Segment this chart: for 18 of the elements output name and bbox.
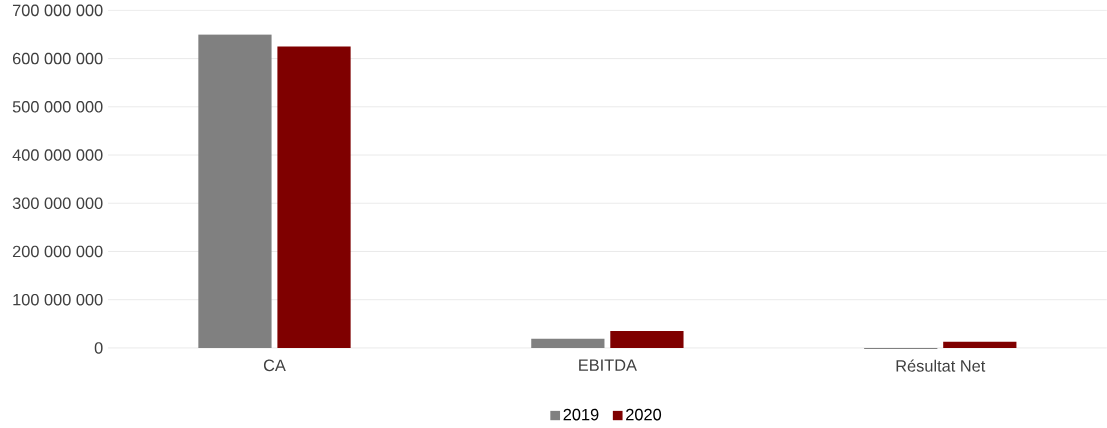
bar (198, 34, 272, 349)
y-tick-label: 700 000 000 (12, 4, 103, 17)
y-tick-label: 500 000 000 (12, 101, 103, 113)
y-tick-label: 200 000 000 (12, 245, 103, 258)
bar (277, 46, 351, 349)
bar (943, 341, 1017, 349)
x-tick-label: CA (263, 359, 286, 372)
bar (531, 338, 605, 349)
legend-label: 2019 (563, 408, 599, 421)
y-tick-label: 300 000 000 (12, 197, 103, 210)
legend-label: 2020 (626, 408, 662, 421)
x-tick-label: Résultat Net (896, 359, 986, 372)
y-tick-label: 0 (94, 342, 103, 354)
y-tick-label: 600 000 000 (12, 52, 103, 65)
x-tick-label: EBITDA (579, 359, 637, 371)
y-tick-label: 400 000 000 (12, 149, 103, 161)
y-tick-label: 100 000 000 (13, 294, 103, 306)
bar (610, 331, 684, 349)
